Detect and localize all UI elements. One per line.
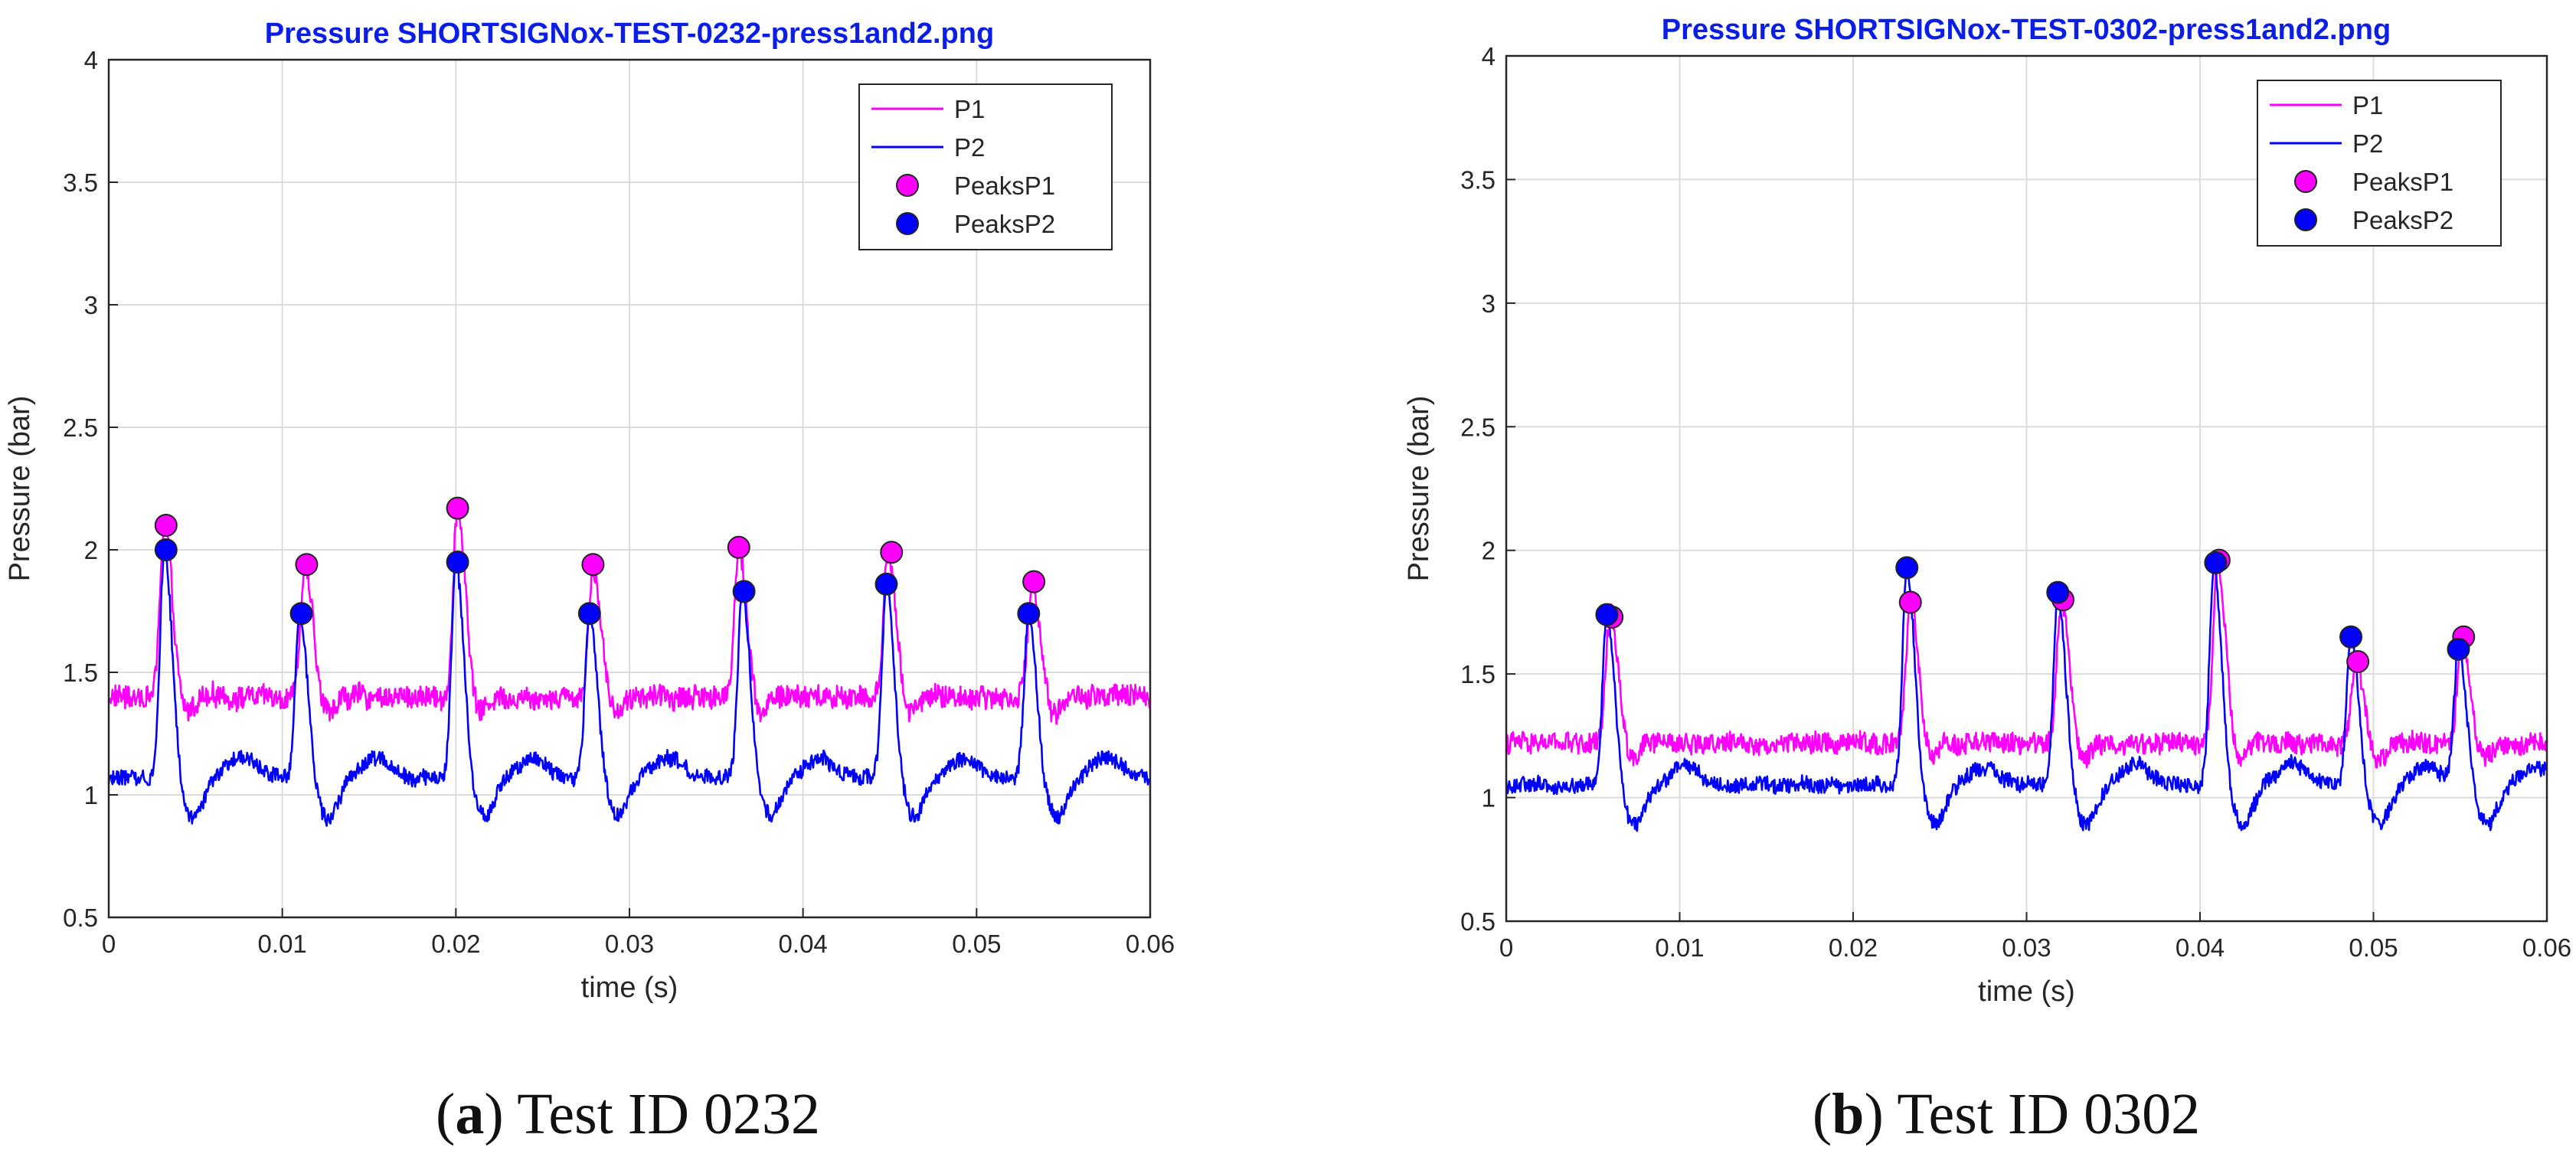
- x-tick-label: 0.04: [779, 930, 828, 958]
- peak-marker-peaksp2: [1895, 556, 1919, 580]
- y-tick-label: 3: [84, 291, 98, 319]
- legend: P1 P2 PeaksP1 PeaksP2: [2257, 80, 2502, 247]
- legend-label: PeaksP2: [2352, 206, 2453, 234]
- y-tick-label: 3: [1482, 289, 1496, 318]
- chart-title: Pressure SHORTSIGNox-TEST-0232-press1and…: [265, 18, 994, 50]
- legend-label: PeaksP1: [2352, 168, 2453, 196]
- caption-paren-close: ): [484, 1082, 503, 1146]
- x-tick-label: 0.05: [2349, 933, 2398, 962]
- caption-paren-open: (: [1813, 1082, 1832, 1146]
- caption-text: Test ID 0232: [504, 1082, 820, 1146]
- x-tick-label: 0.02: [431, 930, 480, 958]
- peak-marker-peaksp2: [1017, 602, 1041, 626]
- legend-swatch-marker: [896, 212, 919, 235]
- peak-marker-peaksp1: [2346, 650, 2370, 673]
- legend: P1 P2 PeaksP1 PeaksP2: [858, 83, 1113, 250]
- y-tick-label: 2: [1482, 537, 1496, 565]
- legend-swatch-marker: [896, 174, 919, 197]
- y-axis-label: Pressure (bar): [4, 396, 36, 582]
- peak-marker-peaksp1: [1022, 570, 1046, 593]
- peak-marker-peaksp1: [727, 535, 750, 559]
- legend-label: P2: [954, 133, 985, 162]
- x-tick-label: 0: [102, 930, 116, 958]
- caption-letter: a: [455, 1082, 484, 1146]
- legend-label: P1: [2352, 91, 2383, 119]
- x-tick-label: 0.06: [2522, 933, 2571, 962]
- x-tick-label: 0.03: [605, 930, 654, 958]
- series-line-p2: [107, 546, 1151, 827]
- series-line-p1: [1505, 561, 2548, 769]
- caption-letter: b: [1832, 1082, 1864, 1146]
- x-tick-label: 0.06: [1126, 930, 1175, 958]
- y-tick-label: 0.5: [63, 904, 98, 932]
- legend-swatch-marker: [2294, 208, 2317, 231]
- peak-marker-peaksp2: [874, 572, 898, 596]
- x-tick-label: 0: [1499, 933, 1513, 962]
- peak-marker-peaksp1: [1898, 590, 1922, 614]
- x-axis-label: time (s): [1978, 976, 2075, 1008]
- y-tick-label: 2.5: [1460, 413, 1496, 441]
- series-line-p2: [1505, 564, 2548, 832]
- caption-paren-close: ): [1864, 1082, 1883, 1146]
- chart-title: Pressure SHORTSIGNox-TEST-0302-press1and…: [1662, 14, 2391, 46]
- peak-marker-peaksp2: [1595, 603, 1619, 626]
- peak-marker-peaksp1: [880, 541, 904, 564]
- x-tick-label: 0.02: [1829, 933, 1878, 962]
- legend-label: P2: [2352, 129, 2383, 158]
- y-tick-label: 4: [1482, 42, 1496, 70]
- chart-panel-2: 0 0.01 0.02 0.03 0.04 0.05 0.06 0.5 1 1.5 2 2.5 3 3.5…: [1403, 14, 2571, 1008]
- x-axis-label: time (s): [581, 972, 678, 1004]
- peak-marker-peaksp1: [446, 496, 469, 520]
- y-tick-label: 1: [1482, 784, 1496, 812]
- peak-marker-peaksp2: [2339, 625, 2363, 649]
- caption-text: Test ID 0302: [1884, 1082, 2200, 1146]
- x-tick-label: 0.04: [2176, 933, 2225, 962]
- legend-label: PeaksP2: [954, 210, 1055, 238]
- y-tick-label: 3.5: [63, 168, 98, 197]
- y-tick-label: 1: [84, 781, 98, 809]
- y-tick-label: 1.5: [63, 659, 98, 687]
- y-tick-label: 3.5: [1460, 165, 1496, 194]
- y-tick-label: 1.5: [1460, 660, 1496, 688]
- peak-marker-peaksp2: [154, 538, 178, 561]
- peak-marker-peaksp2: [2046, 580, 2070, 604]
- x-tick-label: 0.01: [1655, 933, 1704, 962]
- legend-swatch-marker: [2294, 170, 2317, 193]
- peak-marker-peaksp2: [577, 602, 601, 626]
- series-line-p1: [107, 502, 1152, 725]
- peak-marker-peaksp1: [154, 514, 178, 537]
- peak-marker-peaksp2: [2204, 551, 2228, 574]
- peak-marker-peaksp1: [295, 553, 319, 577]
- y-tick-label: 0.5: [1460, 907, 1496, 936]
- peak-marker-peaksp2: [732, 580, 756, 603]
- peak-marker-peaksp2: [446, 551, 469, 574]
- legend-label: PeaksP1: [954, 172, 1055, 200]
- caption-paren-open: (: [436, 1082, 455, 1146]
- x-tick-label: 0.05: [952, 930, 1001, 958]
- y-axis-label: Pressure (bar): [1403, 396, 1435, 582]
- legend-label: P1: [954, 95, 985, 123]
- peak-marker-peaksp2: [2447, 637, 2470, 661]
- y-tick-label: 4: [84, 46, 98, 74]
- x-tick-label: 0.01: [258, 930, 307, 958]
- peak-marker-peaksp2: [289, 602, 313, 626]
- x-tick-label: 0.03: [2002, 933, 2051, 962]
- y-tick-label: 2.5: [63, 414, 98, 442]
- peak-marker-peaksp1: [581, 553, 605, 577]
- y-tick-label: 2: [84, 536, 98, 564]
- chart-panel-1: 0 0.01 0.02 0.03 0.04 0.05 0.06 0.5 1 1.5 2 2.5 3 3.5…: [4, 18, 1175, 1004]
- figure-caption: (b) Test ID 0302: [1813, 1082, 2200, 1146]
- figure-caption: (a) Test ID 0232: [436, 1082, 820, 1146]
